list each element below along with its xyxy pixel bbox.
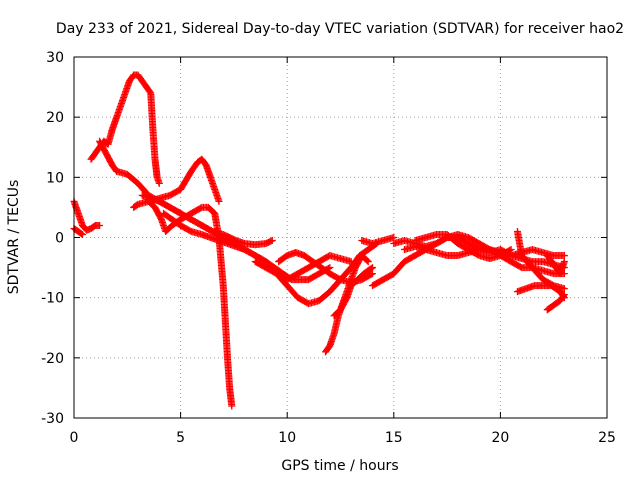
- x-tick-label: 10: [278, 430, 296, 446]
- data-point: [155, 179, 163, 187]
- y-tick-label: 20: [46, 110, 64, 126]
- data-points: [70, 71, 568, 410]
- data-point: [77, 230, 85, 238]
- series-trace-20: [543, 252, 568, 278]
- x-tick-label: 15: [385, 430, 403, 446]
- series-trace-21: [358, 234, 398, 248]
- series-trace-1: [70, 197, 104, 234]
- y-tick-label: 10: [46, 170, 64, 186]
- data-point: [326, 264, 334, 272]
- series-trace-18: [513, 282, 568, 302]
- y-tick-label: -30: [41, 411, 64, 427]
- data-point: [268, 237, 276, 245]
- series-trace-5: [130, 155, 223, 211]
- series-trace-6: [145, 197, 236, 410]
- data-point: [79, 230, 87, 238]
- data-point: [367, 270, 375, 278]
- data-point: [347, 258, 355, 266]
- data-point: [368, 264, 376, 272]
- data-point: [228, 402, 236, 410]
- data-point: [560, 291, 568, 299]
- grid: [74, 57, 607, 418]
- y-tick-label: 30: [46, 50, 64, 66]
- data-point: [507, 246, 515, 254]
- data-point: [215, 197, 223, 205]
- axis-ticks: 0 5 10 15 20 25 -30 -20 -10 0 10 20 30: [41, 50, 616, 446]
- data-point: [560, 252, 568, 260]
- data-point: [390, 234, 398, 241]
- data-point: [560, 292, 568, 300]
- series-trace-3: [87, 71, 163, 187]
- series-trace-9: [251, 252, 355, 284]
- x-axis-label: GPS time / hours: [281, 458, 398, 474]
- x-tick-label: 25: [598, 430, 616, 446]
- data-point: [560, 258, 568, 266]
- data-point: [96, 221, 104, 229]
- data-point: [367, 264, 375, 272]
- data-point: [560, 285, 568, 293]
- data-point: [364, 258, 372, 266]
- plot-frame: [73, 56, 608, 419]
- y-tick-label: 0: [55, 231, 64, 247]
- data-point: [368, 270, 376, 278]
- data-point: [363, 257, 371, 265]
- series-trace-16: [411, 230, 515, 263]
- series-trace-12: [330, 264, 376, 320]
- series-trace-19: [543, 291, 568, 314]
- x-tick-label: 5: [176, 430, 185, 446]
- y-tick-label: -20: [41, 351, 64, 367]
- chart-title: Day 233 of 2021, Sidereal Day-to-day VTE…: [56, 21, 624, 37]
- x-tick-label: 20: [491, 430, 509, 446]
- y-tick-label: -10: [41, 291, 64, 307]
- data-point: [506, 246, 514, 254]
- y-axis-label: SDTVAR / TECUs: [6, 180, 22, 295]
- x-tick-label: 0: [70, 430, 79, 446]
